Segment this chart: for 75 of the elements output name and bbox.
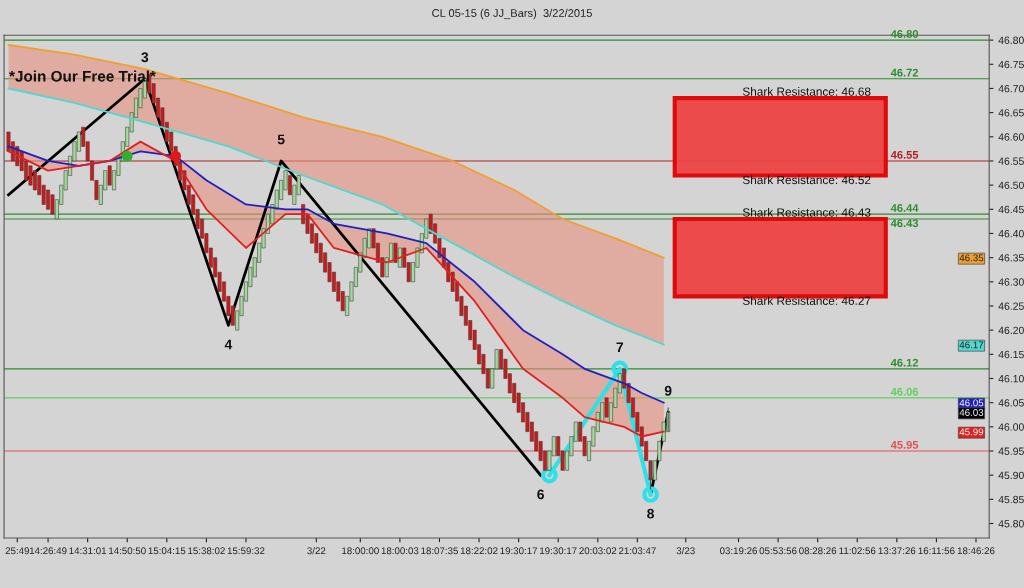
x-tick-label: 18:00:00	[342, 547, 379, 555]
annotation: Shark Resistance: 46.52	[742, 175, 871, 185]
y-tick-label: 45.85	[998, 495, 1024, 504]
y-tick-label: 46.20	[998, 326, 1024, 335]
x-tick-label: 18:22:02	[460, 547, 498, 555]
y2-tick-label: 46.05	[959, 399, 984, 407]
y-tick-label: 46.65	[998, 109, 1024, 117]
x-tick-label: 19:30:17	[500, 547, 538, 555]
y-tick-label: 46.70	[998, 84, 1024, 93]
y2-tick-label: 45.99	[959, 428, 984, 436]
band-label: Shark Resistance: 46.68	[742, 87, 871, 96]
y-tick-label: 46.30	[998, 278, 1024, 286]
y-tick-label: 45.95	[998, 447, 1024, 455]
ref-line-label: 46.12	[890, 358, 919, 367]
line-series	[7, 44, 665, 259]
y-tick-label: 46.80	[998, 36, 1024, 44]
point	[642, 486, 659, 503]
x-tick-label: 11:02:56	[839, 547, 876, 555]
y-tick-label: 46.35	[998, 254, 1024, 262]
x-tick-label: 21:03:47	[618, 547, 656, 555]
y-tick-label: 46.50	[998, 181, 1024, 190]
ref-line-label: 45.95	[890, 440, 919, 449]
x-tick-label: 15:04:15	[148, 547, 186, 555]
x-tick-label: 14:50:50	[109, 547, 146, 555]
ref-line-label: 46.55	[890, 150, 919, 159]
annotation: 6	[537, 489, 544, 500]
x-tick-label: 08:28:26	[799, 547, 837, 555]
y-tick-label: 46.75	[998, 60, 1024, 69]
y-tick-label: 46.15	[998, 350, 1024, 359]
y-tick-label: 46.25	[998, 302, 1024, 310]
point	[541, 466, 558, 484]
annotation: 9	[664, 385, 672, 396]
y-tick-label: 46.00	[998, 423, 1024, 431]
y2-tick-label: 46.35	[959, 254, 984, 262]
annotation: 8	[647, 508, 654, 519]
annotation: 7	[616, 342, 624, 353]
point	[170, 150, 181, 162]
x-tick-label: 15:59:32	[227, 547, 265, 555]
annotation: *Join Our Free Trial*	[9, 70, 156, 82]
chart-title: CL 05-15 (6 JJ_Bars) 3/22/2015	[432, 8, 592, 20]
y2-tick-label: 46.03	[959, 409, 984, 416]
y-tick-label: 46.60	[998, 133, 1024, 141]
point	[611, 360, 629, 378]
x-tick-label: 25:49	[5, 547, 29, 555]
annotation: 4	[224, 339, 233, 350]
x-tick-label: 15:38:02	[188, 547, 225, 555]
ref-line-label: 46.72	[890, 68, 919, 77]
x-tick-label: 13:37:26	[878, 547, 916, 555]
x-tick-label: 14:31:01	[69, 547, 107, 555]
x-tick-label: 18:07:35	[421, 547, 458, 555]
y-tick-label: 46.05	[998, 399, 1024, 407]
annotation: 5	[277, 134, 285, 145]
ref-line-label: 46.44	[890, 204, 919, 212]
x-tick-label: 3/23	[676, 547, 695, 555]
x-tick-label: 20:03:02	[579, 547, 617, 555]
x-tick-label: 05:53:56	[759, 547, 797, 555]
x-tick-label: 16:11:56	[918, 547, 955, 555]
ref-line-label: 46.06	[890, 387, 919, 396]
y-tick-label: 46.40	[998, 229, 1024, 238]
y2-tick-label: 46.17	[959, 341, 984, 349]
y-tick-label: 45.80	[998, 520, 1024, 528]
x-tick-label: 03:19:26	[719, 547, 758, 555]
x-tick-label: 3/22	[307, 547, 326, 555]
x-tick-label: 18:00:03	[381, 547, 419, 555]
x-tick-label: 19:30:17	[540, 547, 577, 555]
y-tick-label: 46.10	[998, 375, 1024, 383]
y-tick-label: 46.55	[998, 157, 1024, 165]
annotation: Shark Resistance: 46.27	[742, 296, 871, 305]
y-tick-label: 46.45	[998, 205, 1024, 214]
point	[121, 150, 133, 162]
ref-line-label: 46.43	[890, 219, 919, 228]
annotation: 3	[141, 52, 149, 63]
y-tick-label: 45.90	[998, 471, 1024, 480]
x-tick-label: 18:46:26	[957, 547, 995, 555]
x-tick-label: 14:26:49	[29, 547, 67, 555]
